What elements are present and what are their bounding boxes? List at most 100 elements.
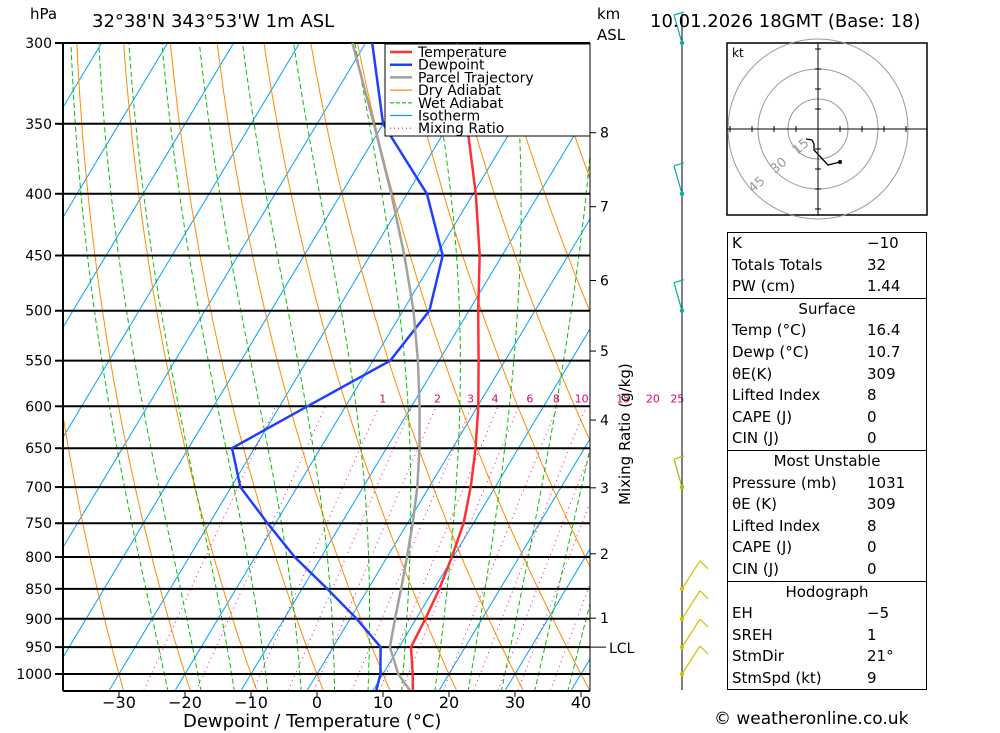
dry-adiabat-line bbox=[216, 43, 391, 691]
index-row: Dewp (°C) 10.7 bbox=[732, 342, 901, 361]
dry-adiabat-line bbox=[263, 43, 458, 691]
mixing-ratio-line bbox=[497, 452, 590, 691]
hpa-unit: hPa bbox=[30, 5, 57, 23]
indices-panel: K −10 Totals Totals 32 PW (cm) 1.44 Surface… bbox=[727, 232, 927, 691]
temperature-tick-label: −20 bbox=[168, 693, 202, 712]
isotherm-line bbox=[108, 43, 499, 691]
altitude-tick-label: 2 bbox=[600, 547, 609, 563]
index-row: PW (cm) 1.44 bbox=[732, 277, 901, 296]
basic-indices-box: K −10 Totals Totals 32 PW (cm) 1.44 bbox=[727, 232, 927, 298]
datetime-title: 10.01.2026 18GMT (Base: 18) bbox=[650, 11, 920, 32]
index-row: CIN (J) 0 bbox=[732, 429, 877, 448]
legend-label: Parcel Trajectory bbox=[418, 70, 534, 86]
isotherm-line bbox=[63, 43, 301, 439]
wind-barb-staff bbox=[673, 458, 683, 488]
hodograph-stats-box: Hodograph EH −5 SREH 1 StmDir 21° StmSpd (k… bbox=[727, 580, 927, 691]
surface-box: Surface Temp (°C) 16.4 Dewp (°C) 10.7 θE(K… bbox=[727, 297, 927, 450]
location-title: 32°38'N 343°53'W 1m ASL bbox=[92, 11, 334, 32]
pressure-tick-label: 1000 bbox=[16, 667, 52, 683]
mixing-ratio-label: 10 bbox=[575, 392, 589, 405]
temperature-tick-label: 10 bbox=[373, 693, 393, 712]
index-row: CIN (J) 0 bbox=[732, 559, 877, 578]
pressure-tick-label: 500 bbox=[25, 304, 52, 320]
wet-adiabat-line bbox=[198, 43, 302, 691]
dry-adiabat-line bbox=[497, 43, 590, 313]
index-row: θE(K) 309 bbox=[732, 364, 896, 383]
altitude-tick-label: 8 bbox=[600, 126, 609, 142]
pressure-tick-label: 600 bbox=[25, 399, 52, 415]
isotherm-line bbox=[438, 438, 590, 691]
pressure-tick-label: 300 bbox=[25, 36, 52, 52]
temperature-tick-label: −30 bbox=[102, 693, 136, 712]
isotherm-line bbox=[63, 43, 103, 109]
altitude-tick-label: 5 bbox=[600, 344, 609, 360]
isotherm-line bbox=[63, 43, 235, 329]
index-row: θE (K) 309 bbox=[732, 495, 896, 514]
wet-adiabat-line bbox=[128, 43, 235, 691]
wind-barb-flag bbox=[673, 162, 685, 167]
index-row: CAPE (J) 0 bbox=[732, 538, 877, 557]
altitude-tick-label: 1 bbox=[600, 611, 609, 627]
wind-barb-staff bbox=[681, 645, 701, 675]
index-row: Temp (°C) 16.4 bbox=[732, 321, 901, 340]
x-axis-label: Dewpoint / Temperature (°C) bbox=[183, 711, 441, 732]
most-unstable-box: Most Unstable Pressure (mb) 1031 θE (K) 30… bbox=[727, 449, 927, 581]
isotherm-line bbox=[63, 43, 433, 659]
mixing-ratio-line bbox=[400, 406, 520, 691]
wind-barb-flag bbox=[699, 618, 709, 628]
index-row: StmDir 21° bbox=[732, 647, 894, 666]
wet-adiabat-line bbox=[467, 43, 522, 691]
wet-adiabat-line bbox=[241, 43, 336, 691]
wet-adiabat-line bbox=[161, 43, 269, 691]
mixing-ratio-label: 1 bbox=[379, 392, 386, 405]
mixing-ratio-label: 3 bbox=[467, 392, 474, 405]
hodograph-unit: kt bbox=[732, 46, 744, 60]
isotherm-line bbox=[63, 43, 367, 549]
wind-barb-flag bbox=[699, 645, 709, 655]
pressure-tick-label: 450 bbox=[25, 249, 52, 265]
mixing-ratio-label: 4 bbox=[491, 392, 498, 405]
surface-title: Surface bbox=[798, 299, 856, 318]
dry-adiabat-line bbox=[123, 43, 258, 691]
mixing-ratio-label: 15 bbox=[616, 392, 630, 405]
mixing-ratio-line bbox=[473, 406, 587, 691]
index-row: K −10 bbox=[732, 234, 899, 252]
hodograph-storm-motion bbox=[838, 160, 842, 164]
lcl-label: LCL bbox=[609, 641, 635, 657]
km-unit: km bbox=[597, 5, 620, 23]
hodograph-trace bbox=[805, 138, 841, 166]
dry-adiabat-line bbox=[356, 43, 590, 691]
index-row: CAPE (J) 0 bbox=[732, 407, 877, 426]
index-row: Pressure (mb) 1031 bbox=[732, 473, 906, 492]
index-row: Totals Totals 32 bbox=[732, 255, 887, 274]
dry-adiabat-line bbox=[310, 43, 524, 691]
altitude-tick-label: 3 bbox=[600, 481, 609, 497]
isotherm-line bbox=[504, 548, 590, 691]
temperature-tick-label: −10 bbox=[234, 693, 268, 712]
wet-adiabat-line bbox=[500, 148, 590, 691]
wet-adiabat-line bbox=[98, 43, 202, 691]
dry-adiabat-line bbox=[169, 43, 325, 691]
temperature-tick-label: 40 bbox=[571, 693, 591, 712]
pressure-tick-label: 900 bbox=[25, 612, 52, 628]
index-row: StmSpd (kt) 9 bbox=[732, 668, 877, 687]
credit-link[interactable]: © weatheronline.co.uk bbox=[714, 709, 909, 729]
mixing-ratio-label: 20 bbox=[646, 392, 660, 405]
wet-adiabat-line bbox=[567, 601, 590, 691]
altitude-tick-label: 4 bbox=[600, 413, 609, 429]
dry-adiabat-line bbox=[403, 43, 590, 568]
mixing-ratio-line bbox=[442, 406, 559, 691]
dry-adiabat-line bbox=[63, 412, 125, 691]
mixing-ratio-label: 25 bbox=[670, 392, 684, 405]
asl-unit: ASL bbox=[597, 26, 626, 44]
wind-barb-staff bbox=[673, 165, 683, 194]
wet-adiabat-line bbox=[293, 43, 371, 691]
series-line-dewpoint bbox=[230, 43, 444, 691]
dry-adiabat-line bbox=[956, 25, 1000, 699]
legend-label: Wet Adiabat bbox=[418, 96, 504, 112]
temperature-tick-label: 20 bbox=[439, 693, 459, 712]
altitude-tick-label: 7 bbox=[600, 200, 609, 216]
pressure-tick-label: 650 bbox=[25, 441, 52, 457]
legend-label: Dewpoint bbox=[418, 58, 485, 74]
